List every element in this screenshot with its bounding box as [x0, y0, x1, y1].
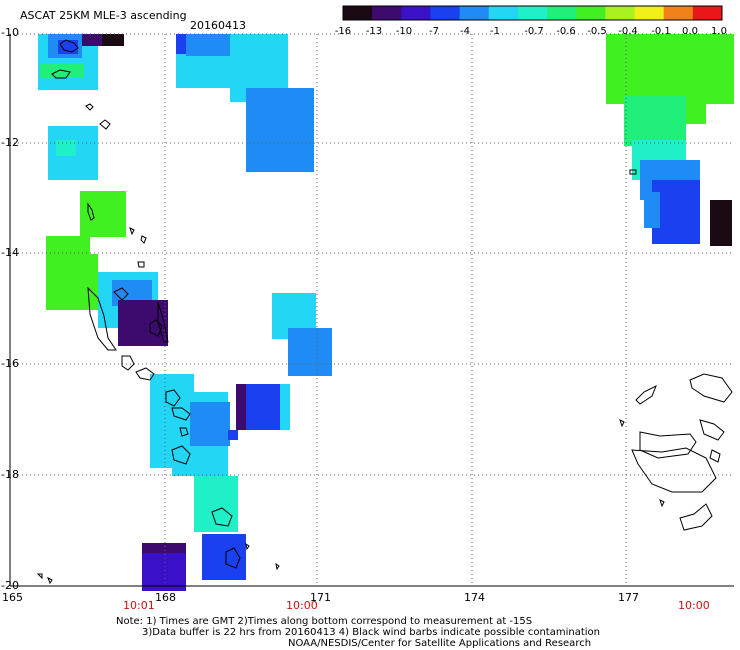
lat-label: -14	[1, 246, 19, 259]
colorbar-swatch	[488, 6, 519, 20]
product-title: ASCAT 25KM MLE-3 ascending	[20, 9, 187, 22]
lat-label: -18	[1, 468, 19, 481]
colorbar-swatch	[372, 6, 402, 20]
colorbar	[342, 5, 723, 21]
colorbar-swatch	[517, 6, 548, 20]
lon-label: 177	[618, 591, 639, 604]
colorbar-label: 1.0	[711, 26, 727, 37]
wind-swath-west	[38, 34, 246, 591]
lon-label: 168	[155, 591, 176, 604]
lat-label: -12	[1, 136, 19, 149]
lat-label: -20	[1, 579, 19, 592]
colorbar-swatch	[430, 6, 461, 20]
footer-note-2: 3)Data buffer is 22 hrs from 20160413 4)…	[142, 627, 600, 638]
colorbar-swatch	[634, 6, 665, 20]
colorbar-label: -4	[460, 26, 470, 37]
colorbar-label: -0.1	[651, 26, 671, 37]
colorbar-label: -16	[334, 26, 352, 37]
colorbar-label: -7	[429, 26, 439, 37]
colorbar-label: -13	[365, 26, 383, 37]
product-date: 20160413	[190, 19, 246, 32]
footer-credit: NOAA/NESDIS/Center for Satellite Applica…	[288, 638, 592, 649]
colorbar-label: 0.0	[682, 26, 698, 37]
colorbar-label: -10	[395, 26, 413, 37]
lon-label: 174	[464, 591, 485, 604]
map-grid	[10, 33, 734, 586]
coastlines	[36, 39, 733, 585]
colorbar-swatch	[576, 6, 606, 20]
wind-swath-east	[606, 34, 734, 246]
lat-label: -16	[1, 357, 19, 370]
colorbar-frame	[342, 5, 723, 21]
wind-swath-central	[176, 34, 332, 430]
colorbar-swatch	[605, 6, 636, 20]
time-label: 10:00	[678, 599, 710, 612]
time-label: 10:01	[123, 599, 155, 612]
colorbar-swatch	[663, 6, 694, 20]
colorbar-label: -0.5	[587, 26, 607, 37]
colorbar-swatch	[401, 6, 431, 20]
footer-note-1: Note: 1) Times are GMT 2)Times along bot…	[116, 616, 533, 627]
colorbar-label: -0.6	[556, 26, 576, 37]
lon-label: 165	[2, 591, 23, 604]
colorbar-swatch	[343, 6, 373, 20]
colorbar-swatch	[692, 6, 723, 20]
colorbar-label: -0.4	[618, 26, 638, 37]
lon-label: 171	[310, 591, 331, 604]
time-label: 10:00	[286, 599, 318, 612]
lat-label: -10	[1, 26, 19, 39]
colorbar-label: -1	[490, 26, 500, 37]
colorbar-swatch	[547, 6, 577, 20]
colorbar-label: -0.7	[524, 26, 544, 37]
colorbar-swatch	[459, 6, 490, 20]
